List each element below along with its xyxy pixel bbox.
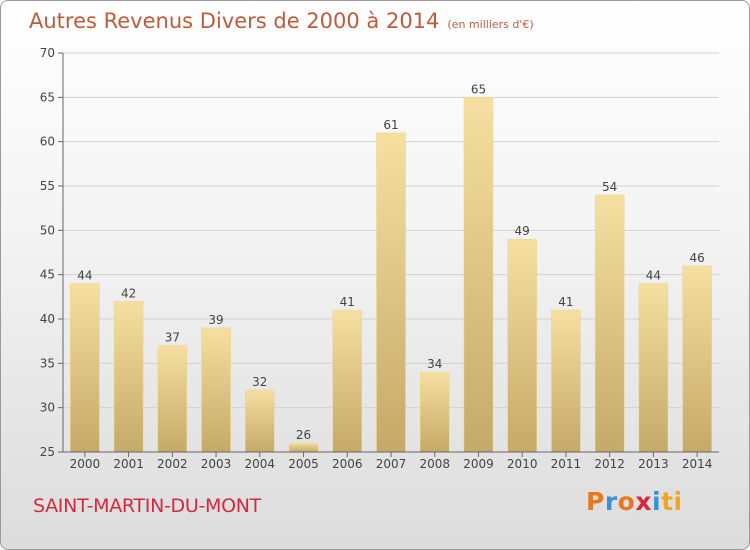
y-tick-label: 65 [40, 90, 55, 104]
y-tick-label: 35 [40, 356, 55, 370]
data-label: 46 [689, 251, 704, 265]
bar [638, 283, 669, 453]
y-tick-label: 70 [40, 46, 55, 60]
logo-letter: ti [661, 487, 683, 516]
data-label: 32 [252, 375, 267, 389]
logo-letter: P [586, 487, 605, 516]
chart-subtitle: (en milliers d'€) [447, 18, 534, 31]
data-label: 44 [646, 269, 661, 283]
x-tick-label: 2002 [157, 457, 188, 471]
x-axis: 2000 2001 2002 2003 2004 2005 2006 2007 2008 2009… [63, 451, 719, 471]
bar [507, 238, 537, 453]
x-tick-label: 2008 [419, 457, 450, 471]
x-tick-label: 2014 [682, 457, 713, 471]
x-tick-label: 2000 [70, 457, 101, 471]
data-label: 65 [471, 82, 486, 96]
x-tick-label: 2001 [113, 457, 144, 471]
data-label: 39 [208, 313, 223, 327]
data-label: 42 [121, 286, 136, 300]
x-tick-label: 2011 [551, 457, 582, 471]
data-label: 37 [165, 331, 180, 345]
y-tick-label: 60 [40, 135, 55, 149]
data-label: 49 [515, 224, 530, 238]
y-tick-label: 25 [40, 445, 55, 459]
y-axis: 25 30 35 40 45 50 55 60 65 70 [40, 46, 64, 459]
x-tick-label: 2007 [376, 457, 407, 471]
proxiti-logo: Proxiti [586, 487, 683, 516]
x-tick-label: 2006 [332, 457, 363, 471]
bar [682, 265, 712, 453]
bar [551, 309, 581, 453]
bar [201, 327, 231, 453]
data-label: 41 [558, 295, 573, 309]
x-tick-label: 2003 [201, 457, 232, 471]
y-tick-label: 40 [40, 312, 55, 326]
x-tick-label: 2004 [245, 457, 276, 471]
bar [157, 345, 188, 453]
x-tick-label: 2010 [507, 457, 538, 471]
logo-letter: r [604, 487, 618, 516]
chart-title-text: Autres Revenus Divers de 2000 à 2014 [29, 9, 440, 33]
bar [419, 371, 450, 453]
y-tick-label: 30 [40, 401, 55, 415]
x-tick-label: 2005 [288, 457, 319, 471]
bar [332, 309, 363, 453]
x-tick-label: 2012 [594, 457, 625, 471]
data-label: 44 [77, 269, 92, 283]
x-tick-label: 2013 [638, 457, 669, 471]
bar-series [70, 97, 712, 453]
bar [376, 132, 406, 453]
data-label: 41 [340, 295, 355, 309]
bar [70, 283, 100, 453]
bar [463, 97, 494, 453]
logo-letter: x [635, 487, 652, 516]
data-labels: 44 42 37 39 32 26 41 61 34 65 49 41 54 44 46 [77, 82, 705, 442]
data-label: 26 [296, 428, 311, 442]
logo-letter: o [617, 487, 636, 516]
bar [594, 194, 625, 453]
y-tick-label: 45 [40, 268, 55, 282]
commune-name: SAINT-MARTIN-DU-MONT [33, 495, 261, 517]
logo-letter: i [652, 487, 662, 516]
y-tick-label: 55 [40, 179, 55, 193]
bar [288, 442, 319, 453]
chart-title: Autres Revenus Divers de 2000 à 2014 (en … [29, 9, 534, 33]
data-label: 54 [602, 180, 617, 194]
x-tick-label: 2009 [463, 457, 494, 471]
bar [113, 301, 144, 453]
y-tick-label: 50 [40, 223, 55, 237]
bar [245, 389, 275, 453]
data-label: 34 [427, 357, 442, 371]
data-label: 61 [383, 118, 398, 132]
